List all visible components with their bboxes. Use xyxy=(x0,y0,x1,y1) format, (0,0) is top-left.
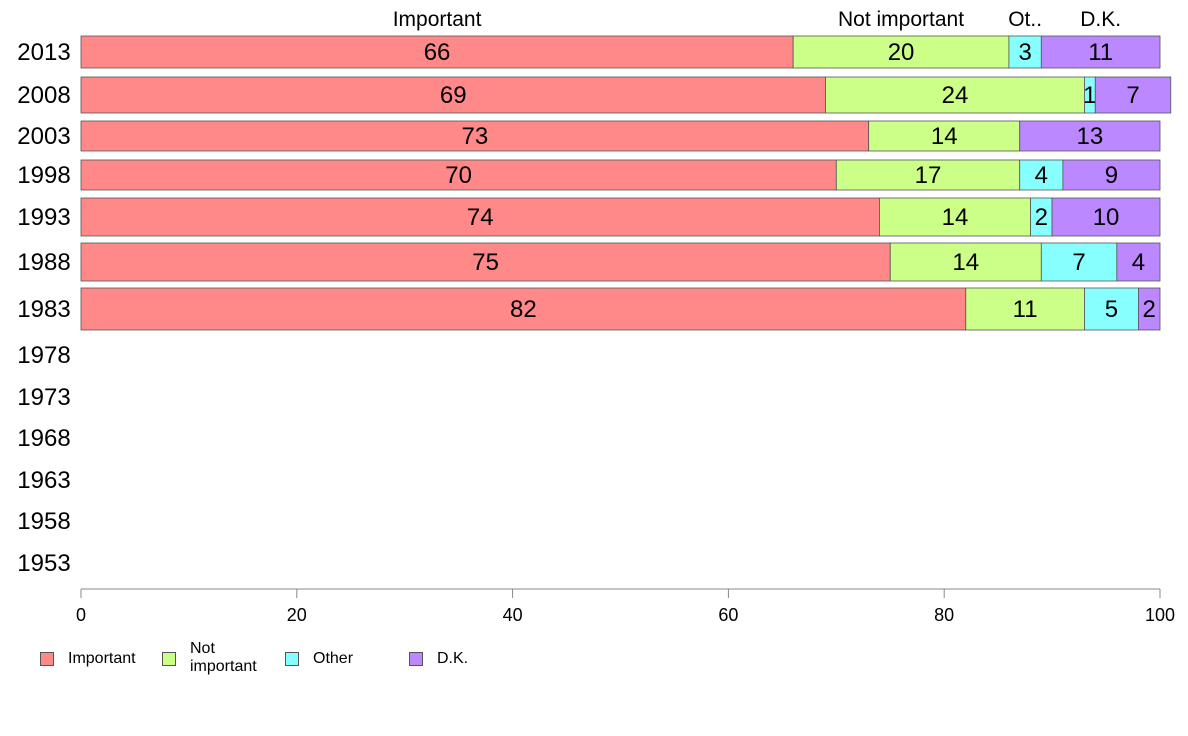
bar-other-1988 xyxy=(1040,242,1118,282)
data-label-not-important-1993: 14 xyxy=(942,204,969,231)
bar-not-important-1998 xyxy=(835,159,1021,191)
legend-swatch-important xyxy=(40,652,54,666)
data-label-d-k-1983: 2 xyxy=(1143,296,1156,323)
data-label-not-important-1998: 17 xyxy=(915,162,942,189)
y-tick-label-2003: 2003 xyxy=(17,123,70,150)
legend-item-important: Important xyxy=(40,640,136,668)
data-label-not-important-1983: 11 xyxy=(1013,296,1038,323)
chart-legend: Important Not important Other D.K. xyxy=(40,640,600,690)
bar-important-1988 xyxy=(80,242,891,282)
data-label-important-1998: 70 xyxy=(445,162,472,189)
x-tick-label-100: 100 xyxy=(1145,605,1175,625)
data-label-other-2013: 3 xyxy=(1018,39,1031,66)
data-label-other-1983: 5 xyxy=(1105,296,1118,323)
bar-not-important-1983 xyxy=(965,287,1085,331)
data-label-not-important-2008: 24 xyxy=(942,82,969,109)
y-tick-label-1983: 1983 xyxy=(17,296,70,323)
top-label-not-important: Not important xyxy=(838,8,964,31)
legend-item-not-important: Not important xyxy=(162,640,257,676)
y-tick-label-1988: 1988 xyxy=(17,249,70,276)
data-label-other-2008: 1 xyxy=(1083,82,1096,109)
y-tick-label-1993: 1993 xyxy=(17,204,70,231)
data-label-not-important-2013: 20 xyxy=(888,39,915,66)
x-tick-label-40: 40 xyxy=(503,605,523,625)
legend-swatch-other xyxy=(285,652,299,666)
legend-item-dk: D.K. xyxy=(409,640,468,668)
data-label-d-k-2008: 7 xyxy=(1126,82,1139,109)
legend-label-other: Other xyxy=(313,650,354,667)
data-label-d-k-1988: 4 xyxy=(1132,249,1145,276)
bar-important-1998 xyxy=(80,159,837,191)
legend-swatch-dk xyxy=(409,652,423,666)
legend-label-dk: D.K. xyxy=(437,650,469,667)
y-tick-label-1978: 1978 xyxy=(17,342,70,369)
bar-other-1998 xyxy=(1019,159,1064,191)
data-label-d-k-2013: 11 xyxy=(1088,39,1113,66)
legend-label-not-important: Not important xyxy=(190,640,257,675)
bar-d-k-1988 xyxy=(1116,242,1161,282)
data-label-not-important-1988: 14 xyxy=(952,249,979,276)
legend-label-important: Important xyxy=(68,650,136,667)
bar-d-k-1993 xyxy=(1051,197,1161,237)
data-label-other-1998: 4 xyxy=(1035,162,1048,189)
data-label-important-1988: 75 xyxy=(472,249,499,276)
top-label-important: Important xyxy=(393,8,482,31)
x-tick-label-20: 20 xyxy=(287,605,307,625)
bar-important-2013 xyxy=(80,35,794,69)
bar-other-1983 xyxy=(1084,287,1139,331)
y-tick-label-1953: 1953 xyxy=(17,550,70,577)
x-tick-label-60: 60 xyxy=(718,605,738,625)
bar-not-important-1988 xyxy=(889,242,1042,282)
bar-important-1983 xyxy=(80,287,967,331)
bar-d-k-1998 xyxy=(1062,159,1161,191)
y-tick-label-1968: 1968 xyxy=(17,425,70,452)
bar-other-2013 xyxy=(1008,35,1042,69)
bar-not-important-2008 xyxy=(825,76,1085,114)
bar-not-important-2003 xyxy=(868,120,1021,152)
legend-item-other: Other xyxy=(285,640,353,668)
data-label-important-2008: 69 xyxy=(440,82,467,109)
top-label-d-k: D.K. xyxy=(1080,8,1121,31)
data-label-d-k-1998: 9 xyxy=(1105,162,1118,189)
data-label-d-k-2003: 13 xyxy=(1077,123,1104,150)
data-label-important-1983: 82 xyxy=(510,296,537,323)
x-tick-label-80: 80 xyxy=(934,605,954,625)
x-tick-label-0: 0 xyxy=(76,605,86,625)
y-tick-label-1963: 1963 xyxy=(17,467,70,494)
bar-important-2008 xyxy=(80,76,826,114)
data-label-other-1993: 2 xyxy=(1035,204,1048,231)
bar-important-1993 xyxy=(80,197,880,237)
y-tick-label-1998: 1998 xyxy=(17,162,70,189)
data-label-not-important-2003: 14 xyxy=(931,123,958,150)
data-label-important-2003: 73 xyxy=(461,123,488,150)
bar-d-k-2003 xyxy=(1019,120,1161,152)
bar-not-important-2013 xyxy=(792,35,1010,69)
bar-d-k-2008 xyxy=(1094,76,1172,114)
y-tick-label-1958: 1958 xyxy=(17,508,70,535)
top-label-other: Ot.. xyxy=(1008,8,1042,31)
y-tick-label-2013: 2013 xyxy=(17,39,70,66)
y-tick-label-2008: 2008 xyxy=(17,82,70,109)
legend-swatch-not-important xyxy=(162,652,176,666)
data-label-important-2013: 66 xyxy=(424,39,451,66)
data-label-important-1993: 74 xyxy=(467,204,494,231)
bar-d-k-1983 xyxy=(1138,287,1161,331)
bar-d-k-2013 xyxy=(1040,35,1161,69)
stacked-bar-chart: 2013200820031998199319881983197819731968… xyxy=(17,8,1175,625)
data-label-d-k-1993: 10 xyxy=(1093,204,1120,231)
bar-important-2003 xyxy=(80,120,870,152)
data-label-other-1988: 7 xyxy=(1072,249,1085,276)
y-tick-label-1973: 1973 xyxy=(17,384,70,411)
